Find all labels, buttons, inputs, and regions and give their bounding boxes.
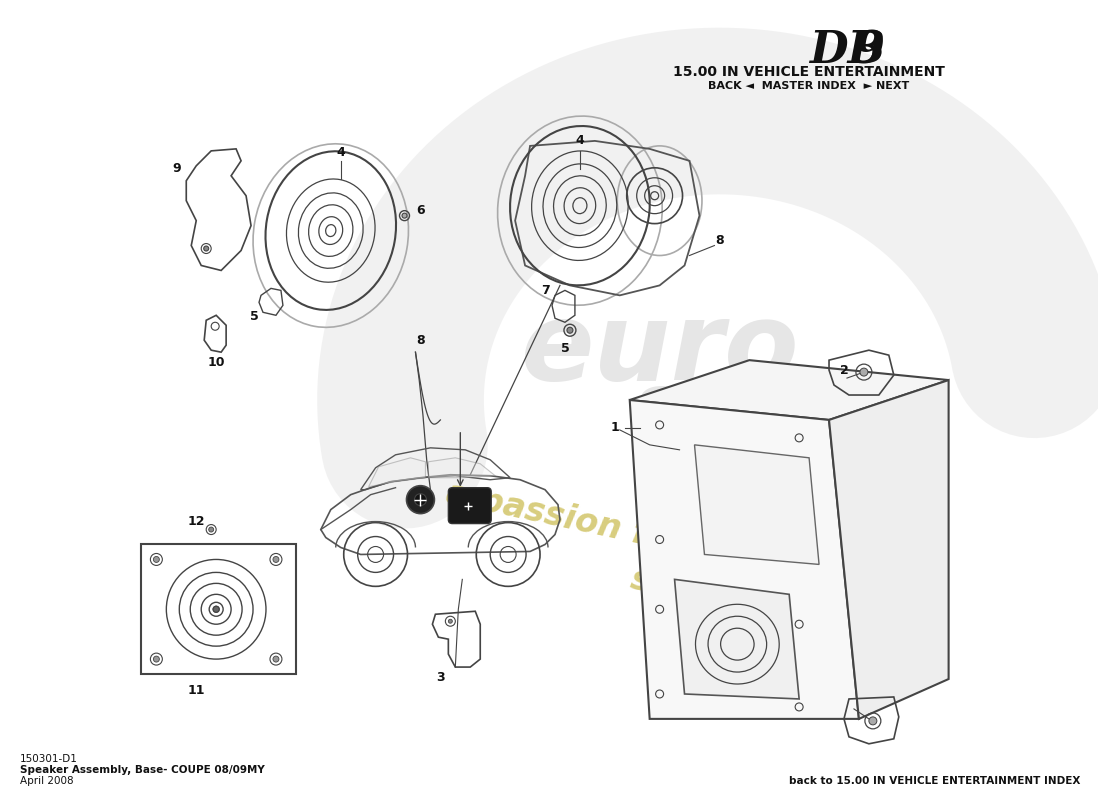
Text: 11: 11: [187, 685, 205, 698]
Polygon shape: [829, 380, 948, 719]
Text: 9: 9: [854, 30, 884, 72]
Circle shape: [153, 656, 159, 662]
Text: 8: 8: [416, 334, 425, 346]
Text: 4: 4: [337, 146, 345, 159]
Polygon shape: [629, 360, 948, 420]
Bar: [142, 545, 296, 674]
Polygon shape: [368, 458, 426, 486]
Text: spares: spares: [632, 370, 946, 450]
Circle shape: [407, 486, 434, 514]
FancyBboxPatch shape: [449, 488, 492, 523]
Circle shape: [402, 213, 407, 218]
Text: 6: 6: [416, 204, 425, 217]
Circle shape: [566, 327, 573, 334]
Circle shape: [209, 527, 213, 532]
Circle shape: [415, 494, 427, 506]
Text: 10: 10: [208, 356, 224, 369]
Circle shape: [153, 557, 159, 562]
Polygon shape: [428, 458, 495, 478]
Text: 5: 5: [250, 310, 258, 322]
Text: 5: 5: [561, 342, 570, 354]
Circle shape: [449, 619, 452, 623]
Text: 1: 1: [610, 422, 619, 434]
Circle shape: [204, 246, 209, 251]
Text: back to 15.00 IN VEHICLE ENTERTAINMENT INDEX: back to 15.00 IN VEHICLE ENTERTAINMENT I…: [789, 776, 1080, 786]
Text: 15.00 IN VEHICLE ENTERTAINMENT: 15.00 IN VEHICLE ENTERTAINMENT: [673, 65, 945, 79]
Text: 4: 4: [575, 134, 584, 147]
Text: euro: euro: [520, 297, 799, 403]
Text: 12: 12: [187, 515, 205, 528]
Circle shape: [463, 501, 473, 510]
Text: 8: 8: [715, 234, 724, 247]
Text: Speaker Assembly, Base- COUPE 08/09MY: Speaker Assembly, Base- COUPE 08/09MY: [20, 765, 265, 774]
Circle shape: [860, 368, 868, 376]
Circle shape: [213, 606, 219, 612]
Polygon shape: [629, 400, 859, 719]
Text: BACK ◄  MASTER INDEX  ► NEXT: BACK ◄ MASTER INDEX ► NEXT: [708, 81, 910, 91]
Text: DB: DB: [810, 30, 886, 72]
Text: 3: 3: [436, 670, 444, 683]
Polygon shape: [694, 445, 820, 565]
Polygon shape: [674, 579, 799, 699]
Circle shape: [273, 656, 279, 662]
Circle shape: [869, 717, 877, 725]
Text: a passion for parts: a passion for parts: [443, 477, 796, 582]
Circle shape: [273, 557, 279, 562]
Text: 7: 7: [540, 284, 549, 297]
Text: April 2008: April 2008: [20, 776, 74, 786]
Text: since 1985: since 1985: [627, 562, 832, 637]
Text: 2: 2: [839, 364, 848, 377]
Text: 9: 9: [172, 162, 180, 175]
Text: 150301-D1: 150301-D1: [20, 754, 78, 764]
